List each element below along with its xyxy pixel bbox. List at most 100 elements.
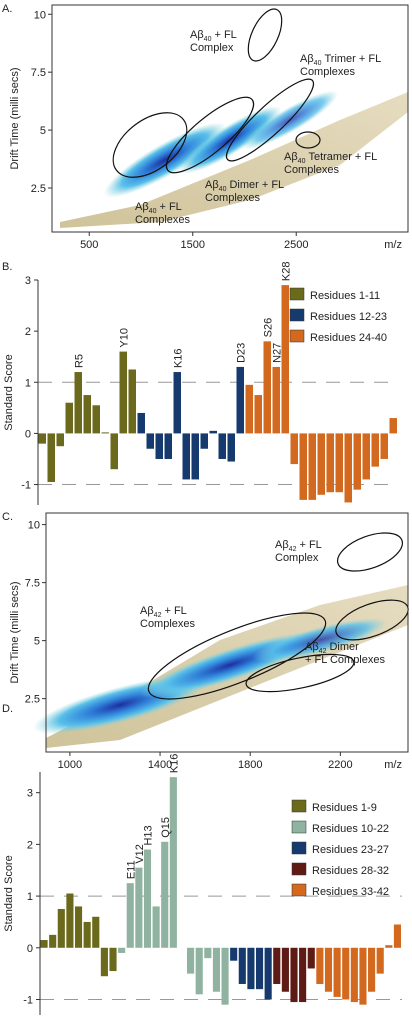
- bar: [128, 369, 136, 434]
- annotation-text: Aβ: [190, 29, 204, 41]
- bar-label: H13: [143, 825, 155, 845]
- bar: [83, 921, 91, 948]
- annotation-text: + FL: [214, 29, 236, 41]
- bar: [359, 947, 367, 1005]
- bar: [273, 947, 281, 984]
- bar: [263, 341, 271, 434]
- panel-label: A.: [2, 3, 12, 15]
- legend-label: Residues 12-23: [310, 311, 387, 323]
- bar: [204, 947, 212, 959]
- legend-label: Residues 1-9: [312, 802, 377, 814]
- bar: [230, 947, 238, 961]
- annotation-text: Aβ: [305, 641, 319, 653]
- bar: [38, 433, 46, 444]
- bar: [236, 366, 244, 434]
- y-tick-label: 10: [28, 520, 40, 532]
- bar: [100, 947, 108, 977]
- annotation-text: Dimer + FL: [229, 179, 284, 191]
- annotation-subscript: 42: [154, 612, 162, 619]
- bar-label: Y10: [119, 328, 131, 348]
- annotation: Aβ40 Dimer + FL Complexes: [205, 179, 284, 204]
- annotation: Aβ40 + FL Complexes: [135, 201, 191, 226]
- y-tick-label: 2.5: [31, 183, 46, 195]
- bar: [393, 924, 401, 948]
- bar: [173, 372, 181, 434]
- bar: [57, 909, 65, 948]
- legend-label: Residues 1-11: [310, 290, 380, 302]
- bar: [281, 285, 289, 434]
- bar: [362, 433, 370, 480]
- legend-label: Residues 24-40: [310, 332, 387, 344]
- annotation-text: + FL: [159, 201, 181, 213]
- bar: [135, 867, 143, 948]
- bar: [335, 433, 343, 493]
- bar: [110, 433, 118, 470]
- annotation: Aβ40 Trimer + FL Complexes: [300, 53, 381, 78]
- bar: [65, 402, 73, 434]
- bar: [92, 916, 100, 948]
- bar: [221, 947, 229, 1005]
- bar: [324, 947, 333, 992]
- bar: [56, 433, 64, 447]
- legend-swatch: [289, 287, 305, 301]
- y-tick-label: -1: [23, 994, 33, 1006]
- bar-label: S26: [263, 318, 275, 338]
- bar-label: R5: [74, 354, 86, 368]
- bar: [272, 366, 280, 434]
- bar: [182, 433, 190, 480]
- annotation-text: Aβ: [205, 179, 219, 191]
- x-tick-label: 2500: [284, 239, 308, 251]
- bar: [308, 433, 316, 500]
- bar: [195, 947, 203, 995]
- y-tick-label: 3: [25, 275, 31, 287]
- y-tick-label: 0: [27, 943, 33, 955]
- annotation-text: Aβ: [284, 151, 298, 163]
- annotation-subscript: 40: [298, 158, 306, 165]
- annotation: Aβ40 Tetramer + FL Complexes: [284, 151, 377, 176]
- bar-label: K28: [281, 262, 293, 282]
- y-axis-label: Standard Score: [3, 354, 15, 430]
- y-axis-label: Drift Time (milli secs): [9, 581, 21, 683]
- x-tick-label: 1000: [58, 759, 82, 771]
- panel-label: B.: [2, 261, 12, 273]
- bar-label: V12: [134, 844, 146, 864]
- annotation: Aβ42 + FL Complexes: [140, 605, 196, 630]
- legend-swatch: [289, 308, 305, 322]
- bar: [342, 947, 350, 1000]
- legend-label: Residues 23-27: [312, 844, 389, 856]
- x-axis-label: m/z: [384, 239, 402, 251]
- bar: [152, 906, 160, 948]
- legend-label: Residues 33-42: [312, 886, 389, 898]
- legend-swatch: [291, 820, 307, 834]
- bar: [254, 395, 262, 434]
- bar-label: K16: [169, 754, 181, 774]
- bar: [307, 947, 315, 969]
- annotation-subscript: 40: [204, 36, 212, 43]
- legend-label: Residues 10-22: [312, 823, 389, 835]
- legend-swatch: [291, 862, 307, 876]
- bar: [247, 947, 255, 990]
- x-tick-label: 1500: [181, 239, 205, 251]
- plot-frame: [51, 4, 409, 233]
- bar: [227, 433, 235, 462]
- annotation: Aβ42 Dimer + FL Complexes: [305, 641, 385, 666]
- heatmap-a: [60, 8, 408, 228]
- bar: [238, 947, 246, 984]
- y-tick-label: 3: [27, 788, 33, 800]
- annotation-text: Dimer: [329, 641, 359, 653]
- bar: [350, 947, 358, 1003]
- bar: [137, 412, 145, 434]
- bar: [299, 433, 307, 500]
- bar: [380, 433, 388, 459]
- bar: [119, 351, 127, 434]
- bar: [209, 430, 217, 434]
- annotation-text: + FL: [299, 539, 321, 551]
- y-axis-label: Standard Score: [3, 855, 15, 931]
- bar: [353, 433, 361, 490]
- annotation-subscript: 40: [149, 208, 157, 215]
- bar: [187, 947, 195, 974]
- annotation-text: Complexes: [205, 192, 261, 204]
- annotation-subscript: 40: [219, 186, 227, 193]
- annotation: Aβ40 + FL Complex: [190, 29, 237, 54]
- annotation-text: Tetramer + FL: [308, 151, 377, 163]
